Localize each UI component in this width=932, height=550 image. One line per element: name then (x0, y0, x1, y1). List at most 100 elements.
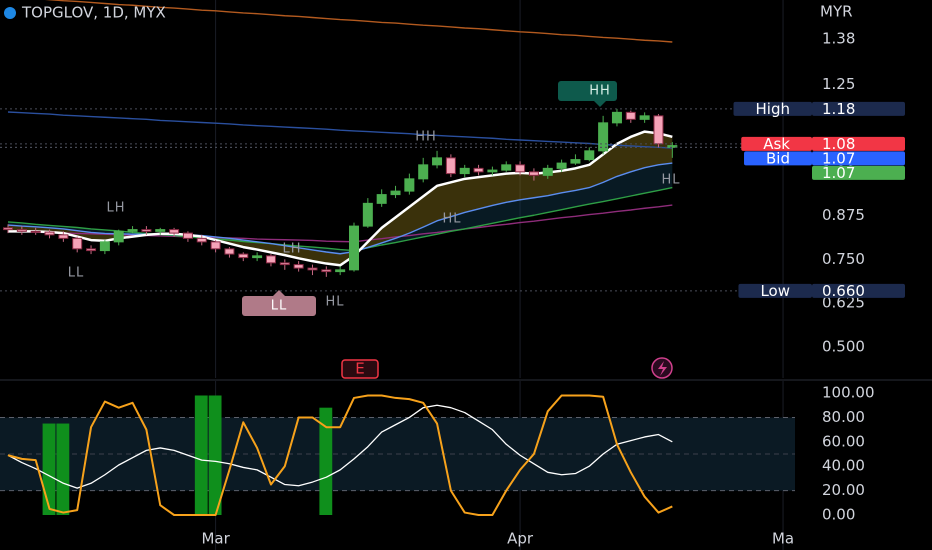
y-tick-label: 0.500 (822, 337, 865, 355)
dividend-bolt (658, 361, 667, 376)
candle-body (127, 229, 138, 232)
candle-body (113, 230, 124, 243)
annotation-box (242, 296, 316, 316)
annotation: LH (282, 242, 301, 257)
overlay: TOPGLOV, 1D, MYX MYR LH LL LH LL HL HH H… (4, 3, 905, 548)
candle-body (418, 164, 429, 180)
candle-body (16, 229, 27, 232)
annotation-box (558, 81, 617, 101)
annotation: HH (589, 84, 611, 99)
price-name: High (756, 100, 790, 118)
annotation: LH (106, 201, 125, 216)
candle-body (362, 202, 373, 227)
line (7, 404, 673, 489)
y-tick-label: 40.00 (822, 457, 865, 475)
candle-body (667, 145, 678, 148)
candle-body (390, 190, 401, 196)
line (7, 111, 673, 149)
candle-body (44, 231, 55, 236)
ma-fill (8, 163, 673, 254)
candle-body (224, 248, 235, 255)
chart-title: TOPGLOV, 1D, MYX (21, 4, 166, 22)
candle-body (182, 232, 193, 239)
price-name-box (744, 151, 812, 166)
price-pane (0, 0, 795, 378)
symbol-icon (4, 7, 16, 19)
price-value: 1.08 (822, 135, 855, 153)
candle-body (570, 159, 581, 164)
price-value-box (812, 283, 905, 298)
price-name: Bid (766, 149, 790, 167)
oscillator-pane (0, 381, 795, 550)
y-axis-label: MYR (820, 3, 853, 21)
y-tick-label: 0.750 (822, 250, 865, 268)
y-tick-label: 60.00 (822, 432, 865, 450)
x-tick-label: Ma (772, 530, 794, 548)
y-tick-label: 20.00 (822, 481, 865, 499)
candle-body (86, 248, 97, 252)
candle-body (349, 225, 359, 271)
candle-body (210, 241, 221, 250)
signal-bar (56, 423, 70, 515)
price-value: 1.18 (822, 100, 855, 118)
candle-body (196, 237, 207, 243)
candle-body (556, 162, 567, 169)
candle-body (72, 237, 83, 250)
annotation-pointer (273, 290, 285, 296)
y-tick-label: 0.875 (822, 206, 865, 224)
price-value-box (812, 165, 905, 180)
y-tick-label: 1.38 (822, 29, 855, 47)
candle-body (404, 178, 415, 192)
y-tick-label: 0.00 (822, 506, 855, 524)
y-tick-label: 80.00 (822, 408, 865, 426)
price-name-box (741, 136, 812, 151)
annotation: HH (415, 130, 437, 145)
candle-body (639, 115, 650, 120)
x-tick-label: Apr (507, 530, 534, 548)
candle-body (653, 115, 664, 145)
candle-body (625, 111, 636, 120)
signal-bar (208, 395, 222, 515)
candle-body (252, 255, 263, 259)
candle-body (307, 267, 318, 271)
signal-bar (319, 407, 333, 515)
candle-body (58, 234, 69, 239)
candle-body (265, 255, 276, 264)
candle-body (293, 264, 304, 269)
candle-body (279, 262, 290, 266)
candle-body (445, 157, 456, 175)
candle-body (473, 167, 484, 173)
candle-body (542, 167, 553, 176)
candle-body (598, 122, 609, 152)
event-label[interactable]: E (355, 360, 364, 378)
candle-body (376, 194, 387, 204)
annotation: HL (661, 173, 680, 188)
annotation: LL (68, 266, 85, 281)
annotation-pointer (594, 101, 606, 107)
price-name-box (738, 283, 812, 298)
price-name: Low (760, 282, 790, 300)
candle-body (459, 167, 470, 175)
candle-body (501, 164, 512, 171)
candle-body (528, 171, 539, 176)
annotation: HL (325, 295, 344, 310)
annotation: HL (442, 212, 461, 227)
line (44, 0, 673, 43)
candle-body (584, 150, 595, 161)
price-value: 1.07 (822, 164, 855, 182)
candle-body (335, 269, 346, 273)
candle-body (169, 229, 180, 234)
event-icon[interactable] (341, 359, 379, 379)
candle-body (238, 253, 249, 259)
annotation: LL (271, 299, 288, 314)
price-name-box (733, 101, 812, 116)
y-tick-label: 100.00 (822, 384, 875, 402)
candle-body (432, 157, 443, 166)
candle-body (321, 269, 332, 273)
price-value-box (812, 136, 905, 151)
y-tick-label: 0.625 (822, 294, 865, 312)
candle-body (515, 164, 526, 173)
signal-bar (42, 423, 56, 515)
price-value: 1.07 (822, 149, 855, 167)
